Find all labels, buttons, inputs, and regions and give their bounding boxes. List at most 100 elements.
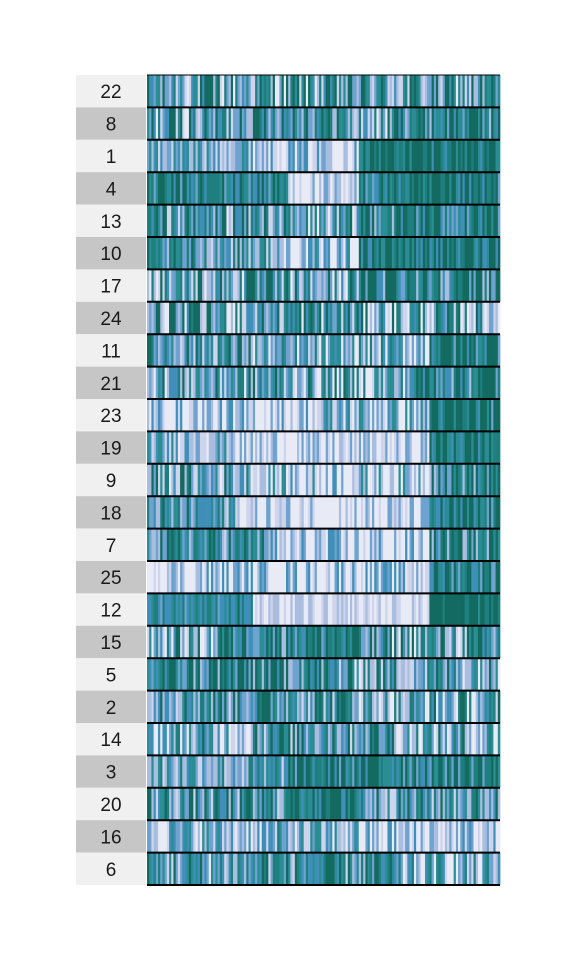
heatmap-cell [491,723,494,756]
heatmap-cell [147,820,150,853]
heatmap-cell [270,463,274,497]
heatmap-cell [473,301,477,335]
heatmap-cell [217,334,221,367]
heatmap-cell [301,107,304,140]
heatmap-cell [301,237,304,270]
heatmap-cell [270,75,274,108]
heatmap-cell [369,204,373,237]
heatmap-cell [184,172,188,205]
heatmap-cell [400,431,404,464]
heatmap-cell [274,204,278,237]
heatmap-cell [497,755,501,788]
heatmap-cell [155,625,159,659]
heatmap-cell [440,237,443,270]
heatmap-cell [186,690,190,723]
heatmap-cell [259,366,263,399]
heatmap-cell [255,463,258,497]
heatmap-cell [239,496,243,529]
heatmap-cell [244,269,247,302]
heatmap-cell [180,334,183,367]
heatmap-cell [279,852,282,885]
heatmap-cell [199,496,203,529]
heatmap-cell [160,463,163,497]
heatmap-cell [455,658,459,691]
heatmap-cell [250,237,254,270]
heatmap-cell [237,301,241,335]
heatmap-cell [352,561,355,594]
heatmap-cell [169,820,172,853]
heatmap-cell [186,399,190,432]
heatmap-cell [343,172,346,205]
heatmap-cell [447,561,450,594]
heatmap-cell [488,366,492,399]
heatmap-cell [297,852,300,885]
heatmap-cell [376,399,380,432]
heatmap-cell [166,139,170,173]
heatmap-cell [488,334,492,367]
heatmap-cell [233,399,236,432]
heatmap-cell [389,139,393,173]
heatmap-cell [420,723,424,756]
heatmap-cell [424,690,428,723]
heatmap-cell [341,755,344,788]
heatmap-cell [235,237,238,270]
row-label: 9 [106,471,117,492]
heatmap-cell [186,301,190,335]
heatmap-cell [252,366,256,399]
heatmap-cell [338,787,342,821]
heatmap-cell [180,172,183,205]
heatmap-cell [248,723,252,756]
heatmap-cell [400,301,404,335]
heatmap-cell [263,625,267,659]
heatmap-cell [224,723,227,756]
heatmap-cell [338,852,342,885]
heatmap-cell [206,139,210,173]
heatmap-cell [497,528,501,561]
heatmap-cell [252,593,256,626]
heatmap-cell [193,496,196,529]
heatmap-cell [197,690,201,723]
heatmap-cell [237,204,241,237]
heatmap-cell [310,172,313,205]
heatmap-cell [398,172,402,205]
heatmap-cell [345,399,349,432]
heatmap-cell [391,852,395,885]
heatmap-cell [449,690,452,723]
heatmap-cell [416,301,419,335]
row-label-bg [76,755,146,788]
heatmap-cell [316,787,320,821]
heatmap-cell [274,496,278,529]
heatmap-cell [460,561,463,594]
heatmap-cell [374,301,377,335]
heatmap-cell [151,269,154,302]
heatmap-cell [466,561,470,594]
heatmap-cell [301,496,304,529]
heatmap-cell [314,820,318,853]
heatmap-cell [244,755,247,788]
heatmap-cell [442,755,446,788]
heatmap-cell [292,269,296,302]
heatmap-cell [285,528,289,561]
heatmap-cell [195,75,199,108]
heatmap-cell [182,561,185,594]
row-labels: 2281413101724112123199187251215521432016… [76,75,146,885]
heatmap-cell [345,431,349,464]
heatmap-cell [270,658,274,691]
heatmap-cell [222,366,225,399]
heatmap-cell [219,593,223,626]
heatmap-cell [252,399,256,432]
heatmap-cell [486,496,490,529]
heatmap-cell [402,658,406,691]
heatmap-cell [166,723,170,756]
heatmap-cell [292,496,296,529]
heatmap-cell [455,820,459,853]
heatmap-cell [420,399,424,432]
heatmap-cell [471,399,474,432]
heatmap-cell [314,334,318,367]
heatmap-cell [310,658,313,691]
heatmap-cell [389,496,393,529]
heatmap-cell [365,690,368,723]
heatmap-cell [215,561,218,594]
heatmap-cell [319,528,322,561]
heatmap-cell [398,463,402,497]
